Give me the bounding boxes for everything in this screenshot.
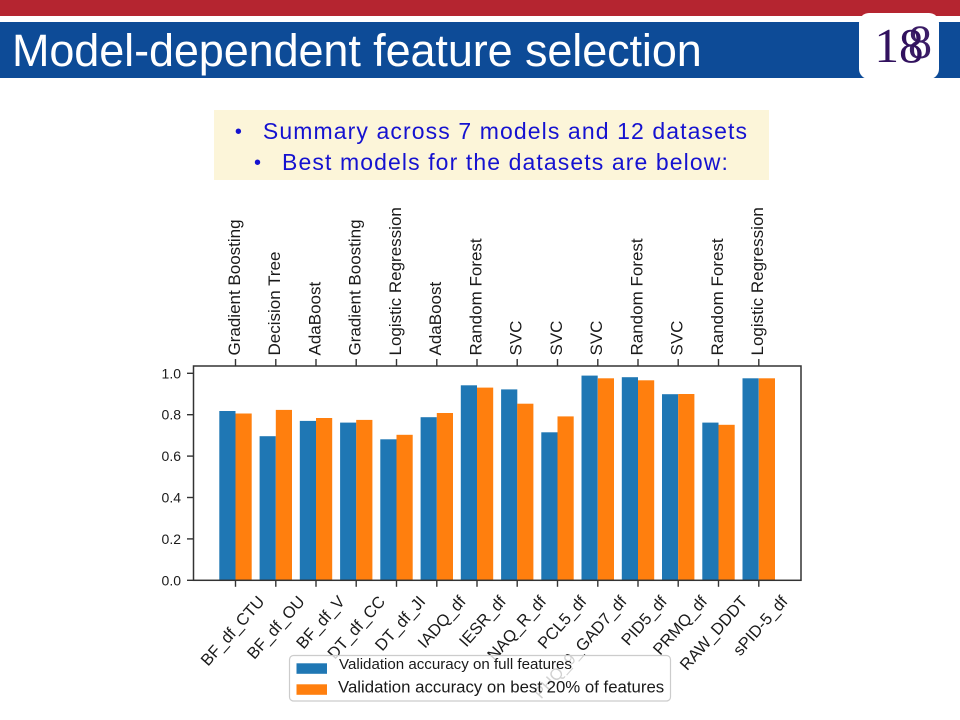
svg-text:0.8: 0.8 <box>162 407 182 423</box>
svg-text:SVC: SVC <box>507 321 526 356</box>
svg-text:1.0: 1.0 <box>162 365 182 381</box>
svg-text:0.4: 0.4 <box>162 490 182 506</box>
svg-text:AdaBoost: AdaBoost <box>305 282 324 356</box>
svg-text:AdaBoost: AdaBoost <box>426 282 445 356</box>
svg-text:0.6: 0.6 <box>162 448 182 464</box>
svg-text:SVC: SVC <box>547 321 566 356</box>
svg-text:0.0: 0.0 <box>162 572 182 588</box>
svg-text:Random Forest: Random Forest <box>708 238 727 355</box>
svg-text:SVC: SVC <box>587 321 606 356</box>
svg-text:Random Forest: Random Forest <box>466 238 485 355</box>
svg-text:Logistic Regression: Logistic Regression <box>748 207 767 355</box>
svg-text:Validation accuracy on best 20: Validation accuracy on best 20% of featu… <box>338 678 664 697</box>
svg-text:0.2: 0.2 <box>162 531 182 547</box>
svg-text:Decision Tree: Decision Tree <box>265 252 284 356</box>
svg-text:Random Forest: Random Forest <box>627 238 646 355</box>
svg-text:Gradient Boosting: Gradient Boosting <box>225 219 244 355</box>
svg-text:Gradient Boosting: Gradient Boosting <box>346 219 365 355</box>
svg-text:Logistic Regression: Logistic Regression <box>386 207 405 355</box>
svg-text:SVC: SVC <box>668 321 687 356</box>
svg-text:Validation accuracy on full fe: Validation accuracy on full features <box>339 656 572 673</box>
